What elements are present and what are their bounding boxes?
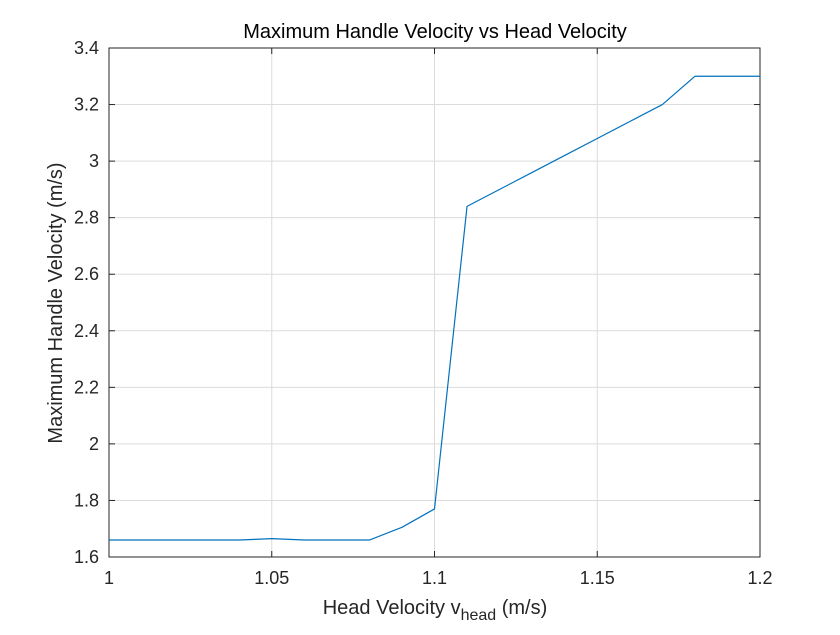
y-tick-label: 1.6 [74,547,99,567]
y-tick-label: 1.8 [74,490,99,510]
y-axis-label: Maximum Handle Velocity (m/s) [45,162,67,443]
x-tick-label: 1.15 [580,568,615,588]
x-axis-label: Head Velocity vhead (m/s) [323,597,548,624]
x-axis-label-subscript: head [461,607,497,624]
series-line [109,75,760,541]
y-tick-label: 2.4 [74,321,99,341]
x-tick-label: 1 [104,568,114,588]
y-tick-label: 2.6 [74,264,99,284]
chart-title: Maximum Handle Velocity vs Head Velocity [243,21,627,43]
tick-layer: 1 1.05 1.1 1.15 1.2 1.6 1.8 2 2.2 2.4 2.6 2.8 3 3.2 3.… [74,38,773,588]
x-tick-label: 1.05 [254,568,289,588]
y-tick-label: 2.2 [74,377,99,397]
series-layer [109,75,760,541]
y-tick-label: 3.2 [74,95,99,115]
y-tick-label: 2.8 [74,208,99,228]
x-axis-label-units: (m/s) [496,597,547,619]
y-tick-label: 2 [89,434,99,454]
y-tick-label: 3 [89,151,99,171]
x-tick-label: 1.1 [422,568,447,588]
y-tick-label: 3.4 [74,38,99,58]
x-axis-label-main: Head Velocity v [323,597,461,619]
x-tick-label: 1.2 [747,568,772,588]
